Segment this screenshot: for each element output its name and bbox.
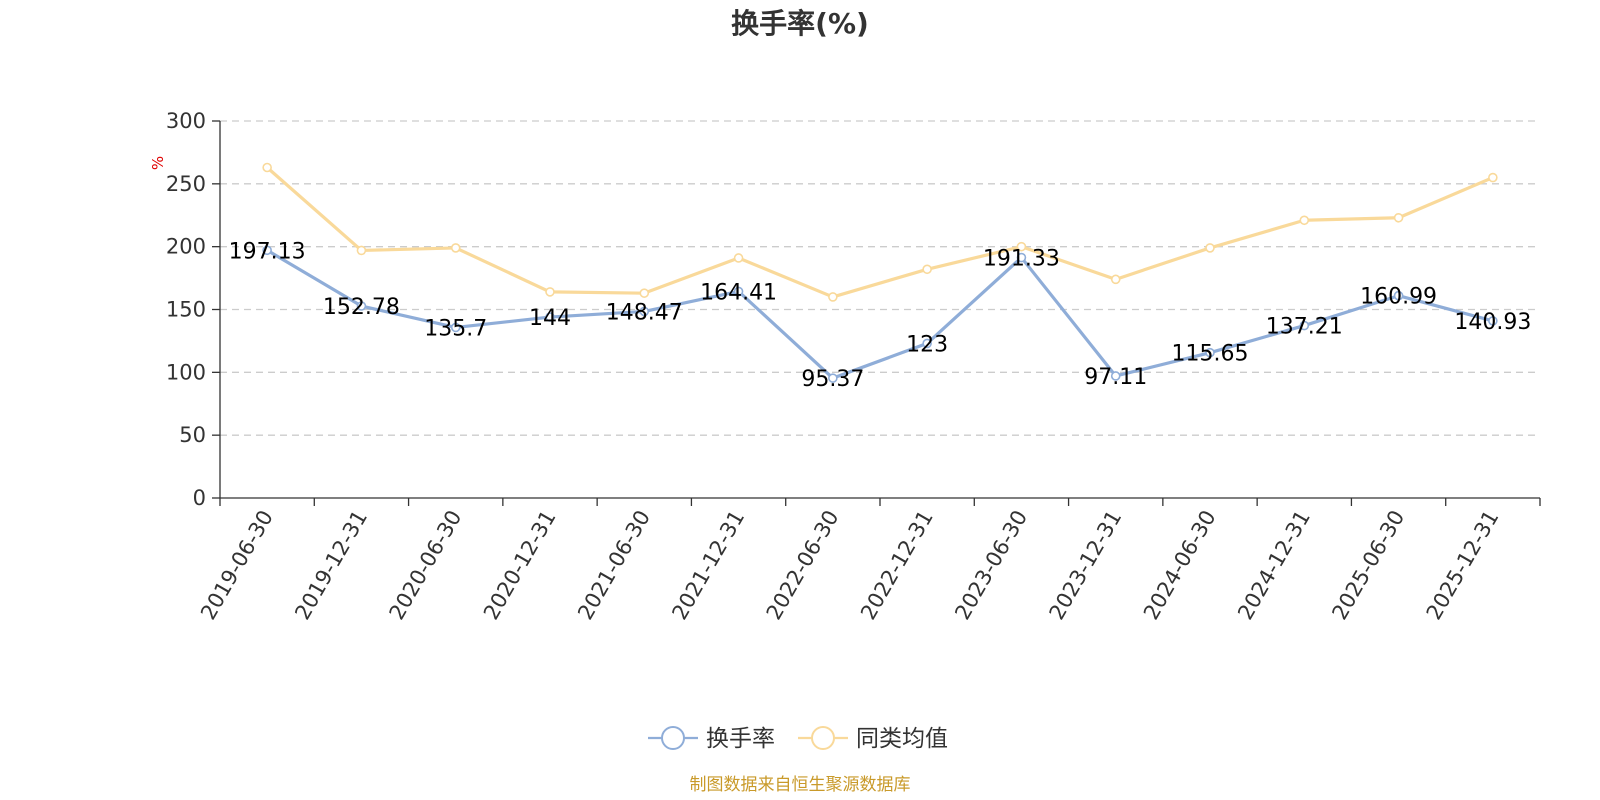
y-tick-label-1: 50	[179, 423, 206, 447]
data-point-0-2	[450, 322, 461, 333]
data-point-0-10	[1205, 347, 1215, 358]
y-axis: 0 50 100 150 200 250 300	[166, 109, 221, 510]
y-axis-unit-label: %	[149, 156, 167, 170]
data-point-1-0	[262, 162, 272, 173]
data-point-0-4	[639, 306, 650, 317]
legend-marker-1	[811, 726, 835, 750]
series-line-1	[266, 166, 1494, 299]
x-tick-label-4: 2021-06-30	[573, 506, 655, 624]
x-axis: 2019-06-30 2019-12-31 2020-06-30 2020-12-31…	[196, 497, 1541, 624]
data-point-1-13	[1488, 172, 1498, 183]
data-point-1-11	[1299, 215, 1310, 226]
data-point-0-7	[922, 338, 932, 349]
data-point-0-8	[1016, 252, 1027, 263]
data-point-0-0	[262, 245, 272, 256]
data-label-0-12: 160.99	[1360, 285, 1437, 310]
x-tick-label-6: 2022-06-30	[762, 506, 844, 624]
y-tick-label-6: 300	[166, 109, 206, 133]
data-labels: 197.13 152.78 135.7 144 148.47 164.41 95.37 123…	[229, 239, 1532, 392]
data-point-1-4	[639, 288, 650, 298]
x-tick-label-2: 2020-06-30	[385, 506, 467, 624]
series-line-0	[266, 248, 1494, 380]
legend-marker-0	[661, 726, 685, 750]
x-tick-label-7: 2022-12-31	[856, 506, 938, 624]
source-note: 制图数据来自恒生聚源数据库	[690, 775, 911, 795]
legend-label-0: 换手率	[706, 726, 775, 752]
data-label-0-9: 97.11	[1084, 365, 1147, 390]
data-label-0-1: 152.78	[323, 295, 400, 320]
y-tick-label-5: 250	[166, 172, 206, 196]
series-points	[262, 162, 1498, 383]
series-lines	[266, 166, 1494, 380]
x-tick-label-0: 2019-06-30	[196, 506, 278, 624]
legend: 换手率 同类均值	[648, 726, 948, 752]
x-tick-label-13: 2025-12-31	[1422, 506, 1504, 624]
data-label-0-6: 95.37	[801, 367, 864, 392]
y-tick-label-2: 100	[166, 360, 206, 384]
data-point-0-1	[356, 301, 367, 311]
data-label-0-0: 197.13	[229, 239, 306, 264]
chart-title: 换手率(%)	[731, 7, 869, 40]
data-point-0-11	[1299, 320, 1310, 331]
x-tick-label-3: 2020-12-31	[479, 506, 561, 624]
data-point-0-5	[733, 286, 744, 297]
data-point-1-12	[1393, 212, 1404, 223]
data-label-0-2: 135.7	[424, 316, 487, 341]
legend-label-1: 同类均值	[856, 726, 948, 752]
data-label-0-3: 144	[529, 306, 571, 331]
data-label-0-10: 115.65	[1172, 342, 1249, 367]
data-point-1-10	[1205, 243, 1215, 253]
legend-item-0[interactable]: 换手率	[648, 726, 775, 752]
data-label-0-7: 123	[906, 332, 948, 357]
data-point-0-3	[545, 312, 555, 322]
data-point-1-5	[733, 253, 744, 263]
data-label-0-13: 140.93	[1454, 310, 1531, 335]
y-tick-label-3: 150	[166, 298, 206, 322]
data-point-1-9	[1110, 274, 1121, 285]
y-tick-label-4: 200	[166, 235, 206, 259]
x-tick-label-8: 2023-06-30	[950, 506, 1032, 624]
x-tick-label-1: 2019-12-31	[290, 506, 372, 624]
grid-lines	[220, 120, 1540, 436]
data-label-0-11: 137.21	[1266, 315, 1343, 340]
data-point-0-6	[828, 373, 838, 383]
x-tick-label-5: 2021-12-31	[667, 506, 749, 624]
data-point-1-3	[545, 287, 555, 297]
data-point-0-9	[1110, 371, 1121, 381]
x-tick-label-9: 2023-12-31	[1045, 506, 1127, 624]
x-tick-label-10: 2024-06-30	[1139, 506, 1221, 624]
data-point-1-6	[828, 292, 838, 302]
legend-item-1[interactable]: 同类均值	[798, 726, 948, 752]
data-point-1-8	[1016, 241, 1027, 252]
data-point-0-13	[1488, 316, 1498, 326]
x-tick-label-11: 2024-12-31	[1233, 506, 1315, 624]
data-point-1-2	[450, 243, 461, 253]
data-label-0-4: 148.47	[606, 300, 683, 325]
data-point-0-12	[1393, 290, 1404, 301]
y-tick-label-0: 0	[193, 486, 206, 510]
data-label-0-8: 191.33	[983, 247, 1060, 272]
data-point-1-7	[922, 264, 932, 275]
data-label-0-5: 164.41	[700, 280, 777, 305]
x-tick-label-12: 2025-06-30	[1327, 506, 1409, 624]
data-point-1-1	[356, 245, 367, 256]
